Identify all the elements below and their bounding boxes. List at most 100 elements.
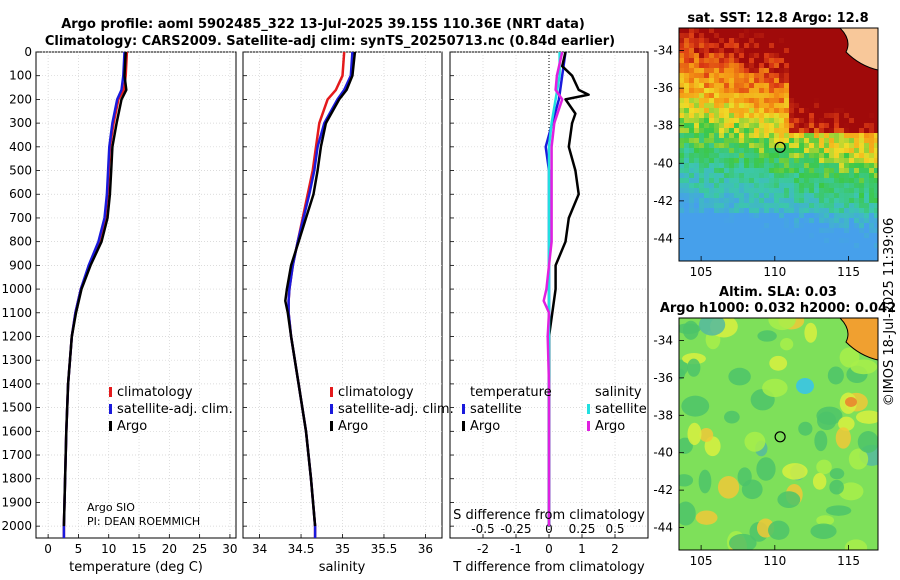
sst-cell [809, 98, 814, 103]
sst-cell [754, 253, 759, 258]
sst-cell [854, 93, 859, 98]
sst-cell [774, 98, 779, 103]
sst-cell [714, 233, 719, 238]
sst-cell [684, 203, 689, 208]
sst-cell [779, 218, 784, 223]
sst-cell [849, 83, 854, 88]
sst-cell [794, 78, 799, 83]
sst-cell [719, 93, 724, 98]
sst-cell [714, 198, 719, 203]
sst-cell [739, 73, 744, 78]
sst-cell [844, 248, 849, 253]
sst-cell [679, 148, 684, 153]
legend-swatch-climatology-s [330, 387, 333, 397]
sst-cell [764, 218, 769, 223]
sst-cell [809, 43, 814, 48]
sst-cell [724, 168, 729, 173]
sst-cell [774, 88, 779, 93]
sst-cell [799, 93, 804, 98]
sst-cell [789, 93, 794, 98]
sst-cell [739, 233, 744, 238]
sst-cell [859, 238, 864, 243]
sst-cell [779, 243, 784, 248]
sst-cell [844, 58, 849, 63]
sst-cell [689, 28, 694, 33]
sst-cell [739, 168, 744, 173]
sst-cell [844, 118, 849, 123]
sst-cell [734, 243, 739, 248]
sst-cell [729, 128, 734, 133]
sst-cell [829, 243, 834, 248]
sst-cell [824, 258, 829, 261]
lat-tick-label: -34 [653, 333, 673, 347]
sst-cell [684, 43, 689, 48]
sst-cell [799, 193, 804, 198]
sst-cell [869, 163, 874, 168]
sst-cell [839, 128, 844, 133]
sst-cell [684, 228, 689, 233]
sst-cell [699, 198, 704, 203]
sst-cell [744, 123, 749, 128]
sst-cell [729, 173, 734, 178]
sst-cell [754, 188, 759, 193]
sst-cell [849, 58, 854, 63]
sst-cell [844, 203, 849, 208]
sst-cell [719, 133, 724, 138]
sst-cell [829, 88, 834, 93]
sst-cell [754, 68, 759, 73]
sst-cell [814, 153, 819, 158]
sst-cell [774, 163, 779, 168]
sst-cell [759, 138, 764, 143]
sst-cell [749, 253, 754, 258]
sst-cell [824, 63, 829, 68]
sst-cell [789, 133, 794, 138]
lat-tick-label: -42 [653, 483, 673, 497]
sst-cell [744, 148, 749, 153]
sst-cell [764, 128, 769, 133]
sst-cell [844, 233, 849, 238]
sst-cell [684, 213, 689, 218]
sst-cell [714, 203, 719, 208]
sst-cell [694, 63, 699, 68]
sst-cell [874, 183, 878, 188]
sst-cell [744, 243, 749, 248]
sst-cell [824, 93, 829, 98]
sst-cell [874, 233, 878, 238]
sst-cell [804, 118, 809, 123]
sst-cell [754, 218, 759, 223]
sst-cell [734, 213, 739, 218]
sst-cell [859, 168, 864, 173]
sst-cell [744, 168, 749, 173]
lon-tick-label: 115 [837, 265, 860, 279]
sst-cell [744, 183, 749, 188]
sst-cell [724, 233, 729, 238]
sst-cell [729, 193, 734, 198]
sst-cell [769, 248, 774, 253]
sst-cell [774, 178, 779, 183]
sst-cell [694, 253, 699, 258]
sst-cell [699, 83, 704, 88]
sst-cell [709, 48, 714, 53]
sst-cell [689, 233, 694, 238]
sst-cell [749, 203, 754, 208]
sst-cell [704, 213, 709, 218]
argo-pi-label: PI: DEAN ROEMMICH [87, 515, 200, 528]
sst-cell [864, 203, 869, 208]
sst-map [679, 28, 878, 261]
sst-cell [824, 128, 829, 133]
sst-cell [764, 123, 769, 128]
sst-cell [759, 203, 764, 208]
sst-cell [704, 38, 709, 43]
sst-cell [874, 243, 878, 248]
sst-cell [829, 28, 834, 33]
sst-cell [769, 198, 774, 203]
sst-cell [839, 168, 844, 173]
sst-cell [784, 58, 789, 63]
sst-cell [809, 138, 814, 143]
sst-cell [824, 138, 829, 143]
sst-cell [874, 213, 878, 218]
sst-cell [789, 248, 794, 253]
sst-cell [809, 133, 814, 138]
sst-cell [794, 63, 799, 68]
sst-cell [699, 128, 704, 133]
